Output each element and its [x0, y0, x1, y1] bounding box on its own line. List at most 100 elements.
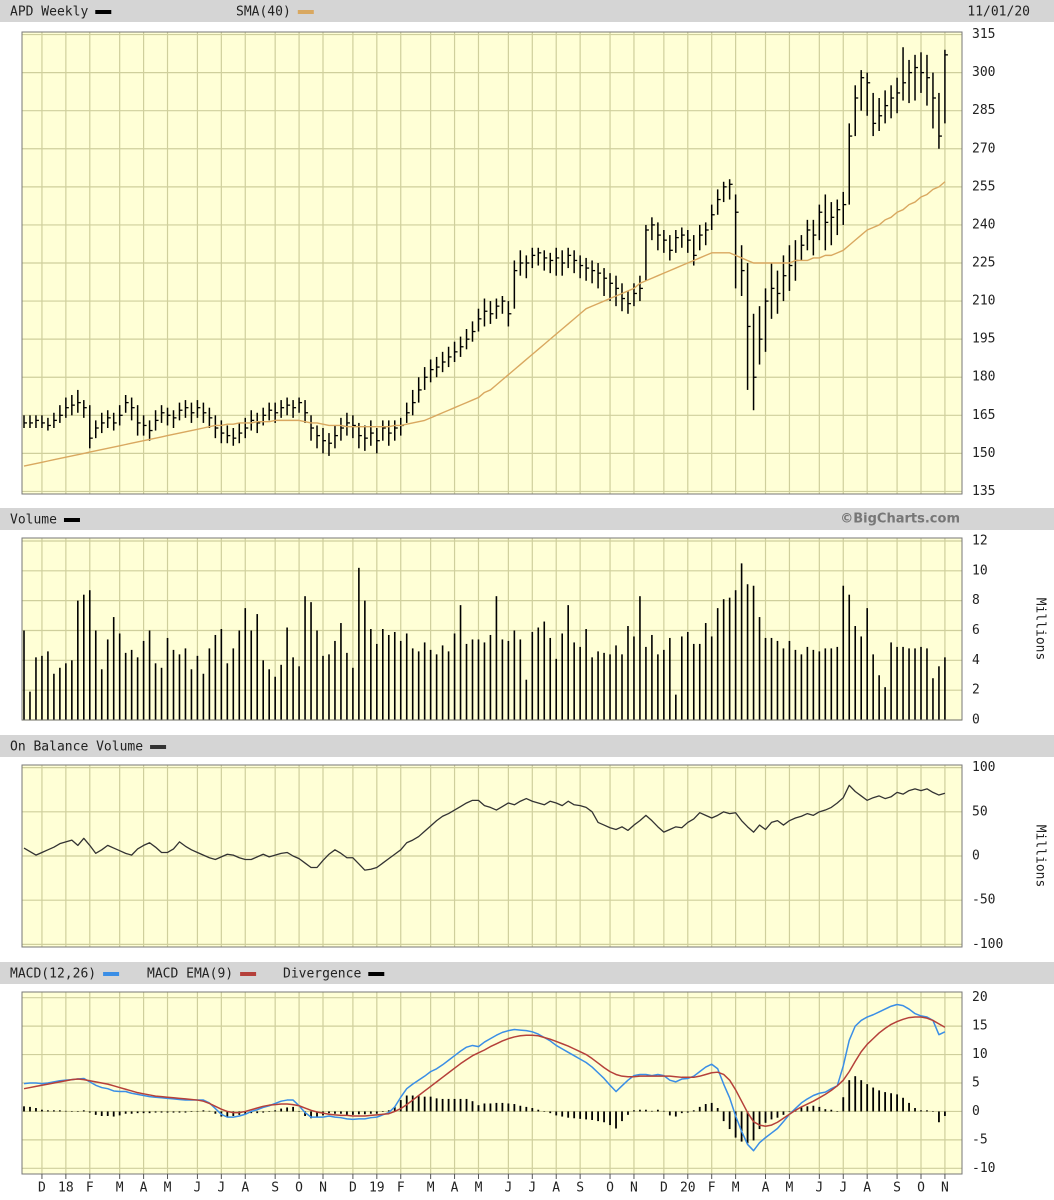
- volume-bar: [340, 623, 342, 720]
- volume-bar: [824, 648, 827, 720]
- divergence-bar: [495, 1102, 498, 1112]
- volume-bar: [256, 614, 259, 720]
- divergence-bar: [914, 1108, 916, 1112]
- volume-bar: [848, 594, 851, 720]
- x-tick-label: J: [528, 1181, 536, 1196]
- volume-bar: [441, 645, 444, 720]
- x-tick-label: J: [504, 1181, 512, 1196]
- divergence-bar: [178, 1111, 181, 1113]
- volume-bar: [645, 646, 647, 720]
- volume-bar: [124, 652, 127, 720]
- divergence-bar: [334, 1111, 336, 1114]
- volume-bar: [172, 649, 175, 720]
- volume-bar: [549, 637, 552, 720]
- volume-bar: [573, 642, 575, 720]
- divergence-bar: [537, 1109, 540, 1112]
- x-tick-label: A: [451, 1181, 459, 1196]
- y-tick-label: 270: [972, 141, 995, 156]
- plot-frame: [21, 31, 963, 495]
- volume-bar: [47, 651, 49, 720]
- y-tick-label: 180: [972, 370, 995, 385]
- divergence-bar: [35, 1108, 37, 1112]
- volume-bar: [286, 627, 288, 720]
- volume-bar: [914, 648, 916, 720]
- divergence-bar: [872, 1087, 875, 1112]
- volume-bar: [764, 637, 767, 720]
- divergence-bar: [692, 1110, 695, 1112]
- divergence-bar: [292, 1106, 294, 1112]
- divergence-bar: [226, 1111, 229, 1118]
- divergence-bar: [585, 1111, 588, 1120]
- volume-bar: [232, 648, 235, 720]
- volume-bar: [746, 584, 749, 720]
- volume-bar: [41, 655, 43, 720]
- divergence-bar: [806, 1106, 809, 1112]
- divergence-bar: [878, 1090, 881, 1112]
- volume-bar: [184, 648, 187, 720]
- volume-bar: [298, 666, 300, 720]
- y-tick-label: -10: [972, 1161, 995, 1176]
- divergence-bar: [549, 1111, 552, 1114]
- divergence-bar: [202, 1110, 205, 1112]
- volume-bar: [657, 654, 659, 720]
- legend-swatch: [240, 972, 257, 976]
- divergence-bar: [507, 1103, 510, 1112]
- divergence-bar: [728, 1111, 731, 1130]
- y-tick-label: 15: [972, 1019, 988, 1034]
- volume-bar: [716, 608, 719, 720]
- volume-bar: [597, 651, 599, 720]
- volume-bar: [53, 673, 55, 720]
- y-tick-label: 255: [972, 179, 995, 194]
- divergence-bar: [938, 1111, 940, 1123]
- volume-bar: [740, 563, 743, 720]
- volume-bar: [322, 655, 324, 720]
- volume-bar: [675, 694, 677, 720]
- x-tick-label: A: [241, 1181, 249, 1196]
- x-tick-label: F: [708, 1181, 716, 1196]
- divergence-bar: [668, 1111, 671, 1116]
- divergence-bar: [513, 1104, 516, 1112]
- y-tick-label: 300: [972, 65, 995, 80]
- x-tick-label: J: [217, 1181, 225, 1196]
- volume-bar: [262, 660, 264, 720]
- divergence-bar: [489, 1103, 492, 1112]
- x-tick-label: O: [606, 1181, 614, 1196]
- y-tick-label: 165: [972, 408, 995, 423]
- divergence-bar: [399, 1100, 402, 1112]
- volume-bar: [226, 663, 229, 720]
- volume-bar: [370, 629, 372, 720]
- volume-bar: [465, 643, 468, 720]
- volume-bar: [698, 643, 701, 720]
- divergence-bar: [555, 1111, 558, 1116]
- volume-bar: [812, 649, 815, 720]
- y-tick-label: 6: [972, 623, 980, 638]
- divergence-bar: [41, 1109, 43, 1112]
- volume-bar: [495, 596, 498, 720]
- y-tick-label: 10: [972, 1047, 988, 1062]
- divergence-bar: [411, 1095, 414, 1112]
- volume-bar: [483, 642, 486, 720]
- y-tick-label: -100: [972, 937, 1003, 952]
- y-tick-label: 5: [972, 1076, 980, 1091]
- volume-bar: [65, 663, 67, 720]
- divergence-bar: [214, 1111, 217, 1114]
- divergence-bar: [160, 1111, 163, 1113]
- volume-bar: [944, 657, 946, 720]
- y-tick-label: 315: [972, 27, 995, 42]
- volume-bar: [154, 663, 157, 720]
- x-tick-label: M: [475, 1181, 483, 1196]
- plot-area: [22, 538, 962, 720]
- divergence-bar: [268, 1111, 271, 1113]
- legend-label: On Balance Volume: [10, 740, 143, 755]
- macd-line: [23, 1016, 946, 1127]
- volume-bar: [35, 657, 37, 720]
- y-tick-label: 10: [972, 563, 988, 578]
- divergence-bar: [298, 1111, 300, 1112]
- divergence-bar: [417, 1096, 420, 1112]
- legend-label: SMA(40): [236, 5, 291, 20]
- y-tick-label: 0: [972, 713, 980, 728]
- divergence-bar: [477, 1105, 480, 1112]
- divergence-bar: [842, 1097, 845, 1112]
- divergence-bar: [76, 1111, 79, 1112]
- volume-bar: [310, 602, 312, 720]
